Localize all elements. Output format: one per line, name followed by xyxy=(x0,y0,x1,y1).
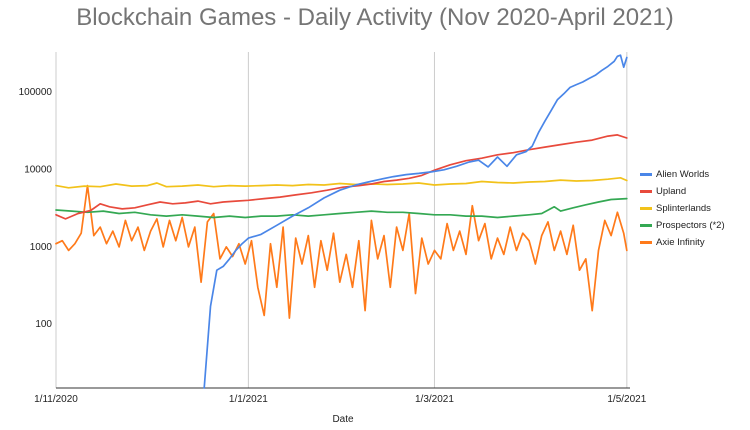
x-tick-label: 1/11/2020 xyxy=(34,394,78,405)
legend-swatch xyxy=(640,173,652,176)
legend-swatch xyxy=(640,207,652,210)
x-tick-label: 1/5/2021 xyxy=(607,394,646,405)
legend-label: Upland xyxy=(656,186,686,197)
x-tick-label: 1/1/2021 xyxy=(229,394,268,405)
legend-label: Axie Infinity xyxy=(656,237,705,248)
y-tick-label: 10000 xyxy=(24,164,52,175)
series-line-0 xyxy=(203,54,628,389)
series-line-1 xyxy=(55,134,628,220)
series-line-2 xyxy=(55,176,628,189)
x-axis-title: Date xyxy=(332,414,354,425)
x-tick-label: 1/3/2021 xyxy=(415,394,454,405)
y-tick-label: 1000 xyxy=(30,242,53,253)
legend-label: Splinterlands xyxy=(656,203,711,214)
legend-swatch xyxy=(640,190,652,193)
legend-label: Alien Worlds xyxy=(656,169,709,180)
series-line-4 xyxy=(55,184,628,319)
chart-title: Blockchain Games - Daily Activity (Nov 2… xyxy=(76,4,674,31)
y-tick-label: 100000 xyxy=(19,87,53,98)
legend-label: Prospectors (*2) xyxy=(656,220,725,231)
y-tick-label: 100 xyxy=(35,319,52,330)
legend-swatch xyxy=(640,241,652,244)
series-line-3 xyxy=(55,197,628,219)
legend-swatch xyxy=(640,224,652,227)
